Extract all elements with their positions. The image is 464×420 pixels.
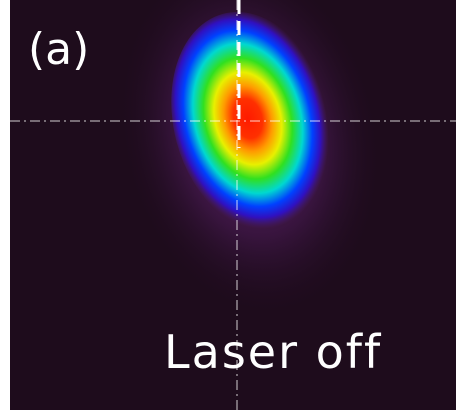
caption: Laser off	[164, 325, 382, 379]
panel-label: (a)	[28, 24, 89, 75]
beam-spot	[171, 11, 333, 233]
